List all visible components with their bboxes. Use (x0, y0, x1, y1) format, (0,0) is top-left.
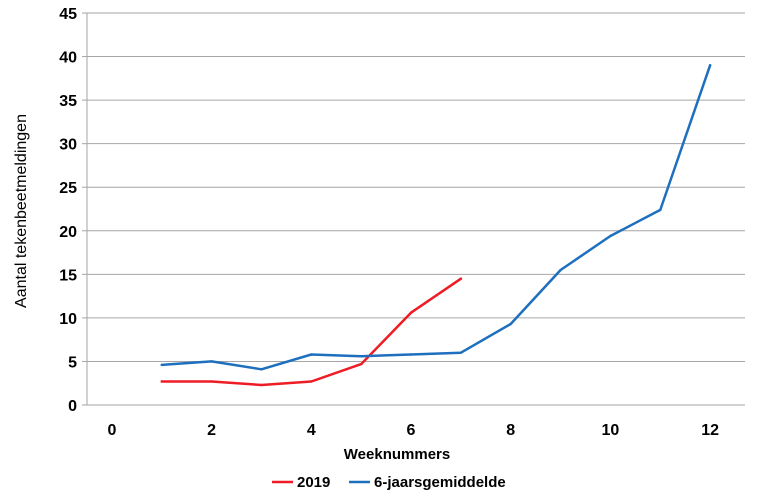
data-point (609, 234, 612, 238)
y-tick-label: 25 (59, 180, 77, 197)
data-point (160, 380, 163, 383)
x-axis-title: Weeknummers (344, 446, 450, 463)
data-point (310, 353, 313, 356)
axes (82, 12, 745, 406)
legend: 2019 6-jaarsgemiddelde (272, 474, 506, 491)
y-tick-label: 10 (59, 311, 77, 328)
data-point (210, 360, 213, 363)
series-line-0 (160, 277, 463, 387)
data-point (360, 355, 363, 358)
y-tick-label: 35 (59, 93, 77, 110)
series-line-1 (160, 64, 712, 371)
y-tick-label: 45 (59, 6, 77, 23)
y-tick-label: 40 (59, 50, 77, 67)
data-point (360, 362, 363, 366)
legend-label: 2019 (297, 474, 330, 491)
data-point (559, 268, 562, 272)
x-tick-label: 8 (506, 422, 515, 439)
gridlines (87, 12, 745, 362)
y-axis-title: Aantal tekenbeetmeldingen (13, 114, 30, 308)
data-point (160, 363, 163, 367)
data-point (310, 380, 313, 383)
y-tick-label: 15 (59, 267, 77, 284)
data-point (459, 277, 463, 280)
x-tick-labels: 0 2 4 6 8 10 12 (107, 422, 719, 439)
data-point (210, 380, 213, 383)
data-point (509, 322, 512, 326)
y-tick-label: 5 (68, 354, 77, 371)
data-point (260, 383, 263, 387)
data-point (409, 311, 413, 314)
y-tick-labels: 0 5 10 15 20 25 30 35 40 45 (59, 6, 77, 415)
y-tick-label: 20 (59, 224, 77, 241)
x-tick-label: 6 (407, 422, 416, 439)
x-tick-label: 2 (207, 422, 216, 439)
x-tick-label: 0 (107, 422, 116, 439)
data-point (459, 351, 463, 354)
data-point (659, 208, 662, 212)
series-lines (160, 64, 712, 387)
y-tick-label: 0 (68, 398, 77, 415)
x-tick-label: 4 (307, 422, 316, 439)
x-tick-label: 12 (701, 422, 719, 439)
legend-label: 6-jaarsgemiddelde (374, 474, 506, 491)
data-point (260, 368, 263, 371)
data-point (708, 64, 712, 67)
y-tick-label: 30 (59, 137, 77, 154)
data-point (409, 353, 413, 356)
x-tick-label: 10 (602, 422, 620, 439)
